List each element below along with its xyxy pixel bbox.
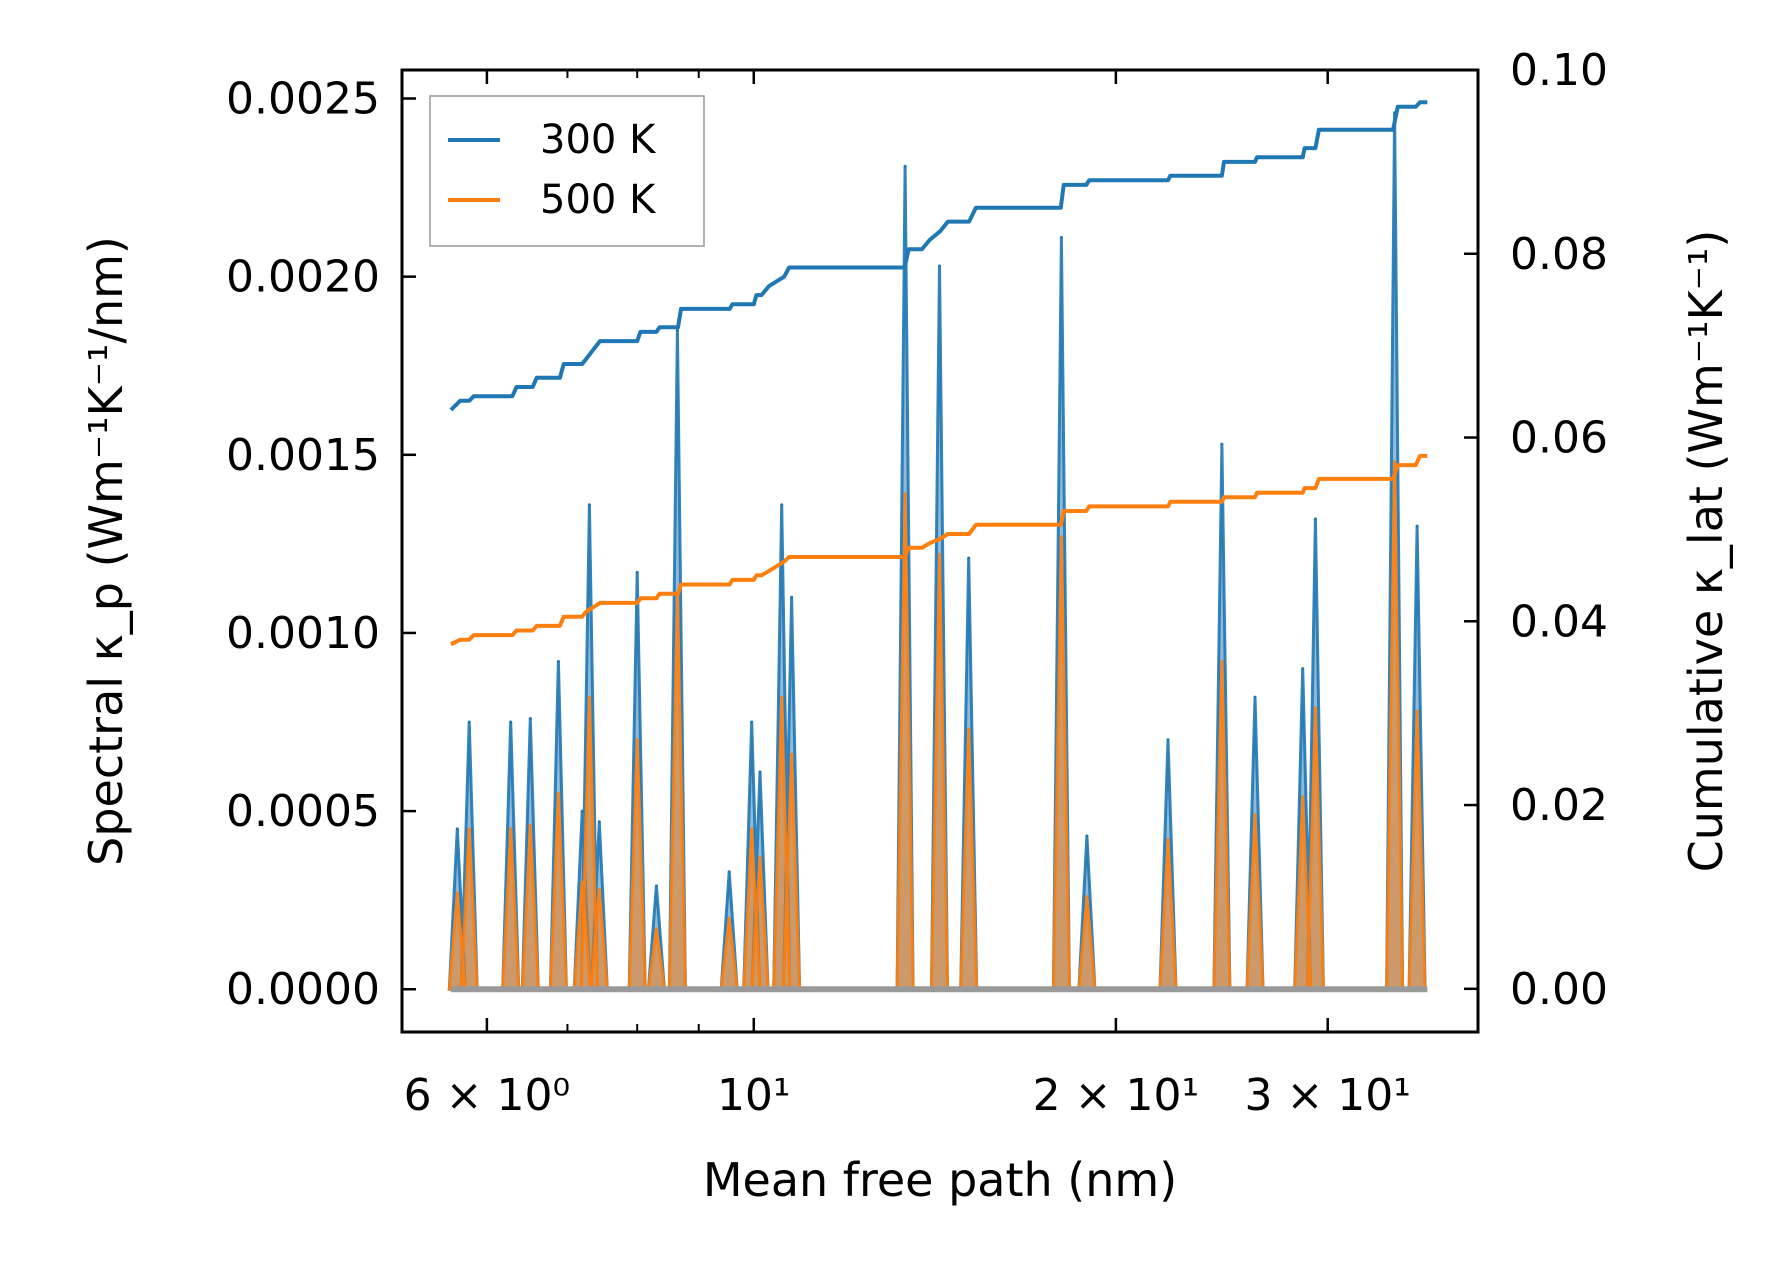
spectral-peak-0-12 bbox=[750, 720, 754, 724]
spectral-peak-1-4 bbox=[556, 791, 560, 795]
y-right-tick-label-5: 0.10 bbox=[1510, 45, 1608, 96]
cumulative-line-1 bbox=[450, 453, 1428, 647]
y-right-tick-label-3: 0.06 bbox=[1510, 413, 1608, 464]
spectral-peak-0-4 bbox=[556, 660, 560, 663]
x-tick-label-1: 10¹ bbox=[717, 1070, 791, 1121]
y-left-tick-label-4: 0.0020 bbox=[226, 252, 380, 303]
spectral-peak-0-1 bbox=[467, 720, 471, 724]
spectral-peak-0-27 bbox=[1415, 524, 1419, 528]
x-tick-label-0: 6 × 10⁰ bbox=[404, 1070, 570, 1121]
legend-frame bbox=[429, 95, 705, 247]
spectral-peak-1-14 bbox=[780, 695, 784, 699]
spectral-peak-1-17 bbox=[938, 553, 941, 557]
spectral-peak-1-20 bbox=[1085, 895, 1089, 899]
spectral-peak-0-2 bbox=[509, 720, 513, 724]
spectral-peak-0-7 bbox=[597, 820, 601, 824]
spectral-peak-1-15 bbox=[790, 752, 794, 756]
spectral-peak-0-9 bbox=[654, 884, 658, 888]
x-tick-label-2: 2 × 10¹ bbox=[1033, 1070, 1199, 1121]
y-left-tick-label-3: 0.0015 bbox=[226, 430, 380, 481]
spectral-peak-0-14 bbox=[780, 503, 784, 507]
spectral-peak-1-18 bbox=[967, 727, 971, 731]
spectral-peak-1-3 bbox=[528, 823, 532, 827]
spectral-peak-0-21 bbox=[1166, 738, 1170, 742]
spectral-peak-1-24 bbox=[1301, 795, 1305, 799]
spectral-peak-0-6 bbox=[587, 503, 591, 507]
spectral-peak-0-5 bbox=[580, 809, 584, 813]
spectral-peak-0-0 bbox=[455, 827, 459, 831]
spectral-peak-1-7 bbox=[597, 888, 601, 891]
spectral-peak-1-8 bbox=[635, 738, 639, 742]
y-axis-left-title: Spectral κ_p (Wm⁻¹K⁻¹/nm) bbox=[79, 236, 133, 866]
spectral-peak-1-25 bbox=[1313, 706, 1317, 710]
plot-frame bbox=[400, 68, 1480, 1034]
spectral-peak-0-13 bbox=[758, 770, 762, 774]
y-right-tick-label-1: 0.02 bbox=[1510, 780, 1608, 831]
cumulative-series-group bbox=[449, 100, 1428, 647]
axes-group: 6 × 10⁰ 10¹ 2 × 10¹ 3 × 10¹ 0.0000 0.0005 0.00… bbox=[226, 45, 1608, 1121]
spectral-peak-1-13 bbox=[758, 855, 762, 859]
y-right-tick-label-2: 0.04 bbox=[1510, 596, 1608, 647]
spectral-peak-0-24 bbox=[1301, 667, 1305, 671]
y-right-tick-label-0: 0.00 bbox=[1510, 964, 1608, 1015]
spectral-peak-0-23 bbox=[1253, 695, 1257, 699]
spectral-peak-1-2 bbox=[509, 827, 513, 831]
y-left-tick-label-1: 0.0005 bbox=[226, 786, 380, 837]
spectral-peak-0-17 bbox=[938, 264, 941, 268]
x-axis-title: Mean free path (nm) bbox=[703, 1153, 1177, 1207]
y-axis-right-title: Cumulative κ_lat (Wm⁻¹K⁻¹) bbox=[1679, 230, 1733, 873]
spectral-peak-0-3 bbox=[528, 717, 532, 720]
y-right-tick-label-4: 0.08 bbox=[1510, 229, 1608, 280]
spectral-peak-0-25 bbox=[1313, 517, 1317, 521]
spectral-peak-1-27 bbox=[1415, 709, 1419, 713]
y-left-tick-label-0: 0.0000 bbox=[226, 964, 380, 1015]
spectral-peak-1-22 bbox=[1220, 660, 1224, 663]
spectral-peak-1-5 bbox=[580, 880, 584, 884]
spectral-peak-1-21 bbox=[1166, 838, 1170, 842]
spectral-peak-0-18 bbox=[967, 556, 971, 560]
spectral-fill-0 bbox=[449, 112, 1428, 990]
spectral-peak-0-16 bbox=[903, 164, 907, 168]
spectral-peak-1-1 bbox=[467, 827, 471, 831]
spectral-peak-1-11 bbox=[727, 916, 731, 920]
legend-label-500k: 500 K bbox=[540, 177, 657, 223]
legend: 300 K 500 K bbox=[429, 95, 705, 247]
spectral-peak-1-0 bbox=[455, 891, 459, 895]
spectral-peak-1-9 bbox=[654, 927, 658, 931]
spectral-peak-1-23 bbox=[1253, 813, 1257, 817]
spectral-peak-0-19 bbox=[1059, 236, 1063, 239]
legend-label-300k: 300 K bbox=[540, 117, 657, 163]
spectral-peak-1-16 bbox=[903, 492, 907, 496]
spectral-peak-0-8 bbox=[635, 570, 639, 574]
spectral-peak-0-15 bbox=[790, 595, 794, 599]
spectral-series-group bbox=[447, 111, 1428, 993]
x-tick-label-3: 3 × 10¹ bbox=[1244, 1070, 1410, 1121]
spectral-fill-1 bbox=[449, 461, 1428, 990]
spectral-peak-0-22 bbox=[1220, 442, 1224, 446]
y-left-tick-label-2: 0.0010 bbox=[226, 608, 380, 659]
spectral-peak-1-12 bbox=[750, 827, 754, 831]
spectral-peak-0-20 bbox=[1085, 834, 1089, 838]
spectral-peak-0-11 bbox=[727, 870, 731, 874]
spectral-peak-1-6 bbox=[587, 695, 591, 699]
spectral-peak-1-26 bbox=[1393, 460, 1397, 464]
cumulative-line-0 bbox=[449, 100, 1428, 412]
y-left-tick-label-5: 0.0025 bbox=[226, 74, 380, 125]
spectral-peak-1-19 bbox=[1059, 535, 1063, 539]
spectral-peak-0-10 bbox=[675, 328, 679, 332]
